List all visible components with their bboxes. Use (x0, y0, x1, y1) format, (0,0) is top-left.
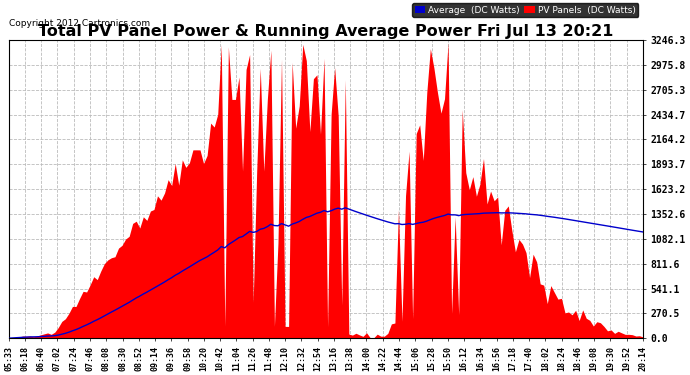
Title: Total PV Panel Power & Running Average Power Fri Jul 13 20:21: Total PV Panel Power & Running Average P… (38, 24, 613, 39)
Legend: Average  (DC Watts), PV Panels  (DC Watts): Average (DC Watts), PV Panels (DC Watts) (412, 3, 638, 17)
Text: Copyright 2012 Cartronics.com: Copyright 2012 Cartronics.com (9, 19, 150, 28)
